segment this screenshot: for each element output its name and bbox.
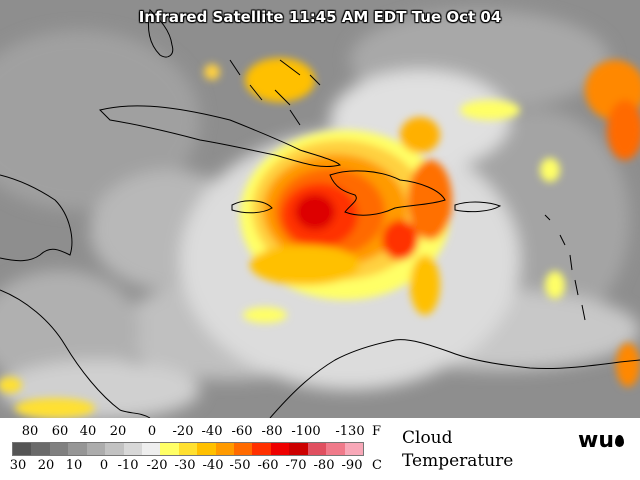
hispaniola-coast [329,170,446,216]
color-swatch [344,443,364,455]
satellite-map [0,0,640,418]
celsius-unit: C [372,458,382,473]
celsius-tick: -50 [229,458,251,473]
color-swatch [270,443,290,455]
color-swatch [252,443,271,455]
celsius-tick: -70 [285,458,307,473]
puerto-rico-coast [454,201,502,213]
wu-logo: wu [578,428,624,453]
legend-label-temperature: Temperature [402,451,514,471]
celsius-tick: -80 [313,458,335,473]
fahrenheit-unit: F [372,424,382,439]
fahrenheit-tick: 40 [79,424,97,439]
raindrop-icon [615,435,624,447]
fahrenheit-tick: 20 [109,424,127,439]
fahrenheit-tick: 80 [21,424,39,439]
celsius-tick: -60 [257,458,279,473]
page-title: Infrared Satellite 11:45 AM EDT Tue Oct … [138,8,502,26]
color-swatch [215,443,235,455]
cuba-coast [99,105,341,168]
celsius-tick: 0 [99,458,109,473]
celsius-tick: -90 [341,458,363,473]
temperature-legend: 80 60 40 20 0 -20 -40 -60 -80 -100 -130 F 30 20 10 0-… [0,418,640,480]
color-scale-bar [12,442,364,456]
bahamas-ne [279,59,321,86]
color-swatch [123,443,142,455]
color-swatch [326,443,345,455]
yucatan-coast [0,174,73,262]
fahrenheit-tick: -60 [231,424,253,439]
color-swatch [13,443,32,455]
celsius-tick: -20 [146,458,168,473]
color-swatch [289,443,308,455]
south-america-coast [269,339,640,418]
celsius-tick: -30 [174,458,196,473]
fahrenheit-tick: -20 [172,424,194,439]
bahamas [229,59,301,126]
legend-label-cloud: Cloud [402,428,453,448]
color-swatch [68,443,87,455]
celsius-tick: 20 [37,458,55,473]
hurricane-cloud [0,58,640,418]
color-swatch [31,443,50,455]
color-swatch [197,443,216,455]
celsius-tick: -10 [117,458,139,473]
coastlines [0,8,640,418]
celsius-tick: -40 [202,458,224,473]
color-swatch [234,443,253,455]
fahrenheit-tick: 60 [51,424,69,439]
wu-logo-text: wu [578,428,614,453]
fahrenheit-tick: 0 [147,424,157,439]
color-swatch [141,443,161,455]
fahrenheit-tick: -80 [261,424,283,439]
jamaica-coast [231,200,273,214]
lesser-antilles [544,214,586,321]
color-swatch [160,443,179,455]
color-swatch [105,443,124,455]
color-swatch [307,443,327,455]
color-swatch [86,443,106,455]
color-swatch [178,443,198,455]
fahrenheit-tick: -40 [201,424,223,439]
central-america-coast [0,289,151,418]
fahrenheit-tick: -100 [291,424,321,439]
fahrenheit-tick: -130 [335,424,365,439]
florida-coast [147,8,174,58]
celsius-tick: 10 [65,458,83,473]
color-swatch [49,443,69,455]
celsius-tick: 30 [9,458,27,473]
